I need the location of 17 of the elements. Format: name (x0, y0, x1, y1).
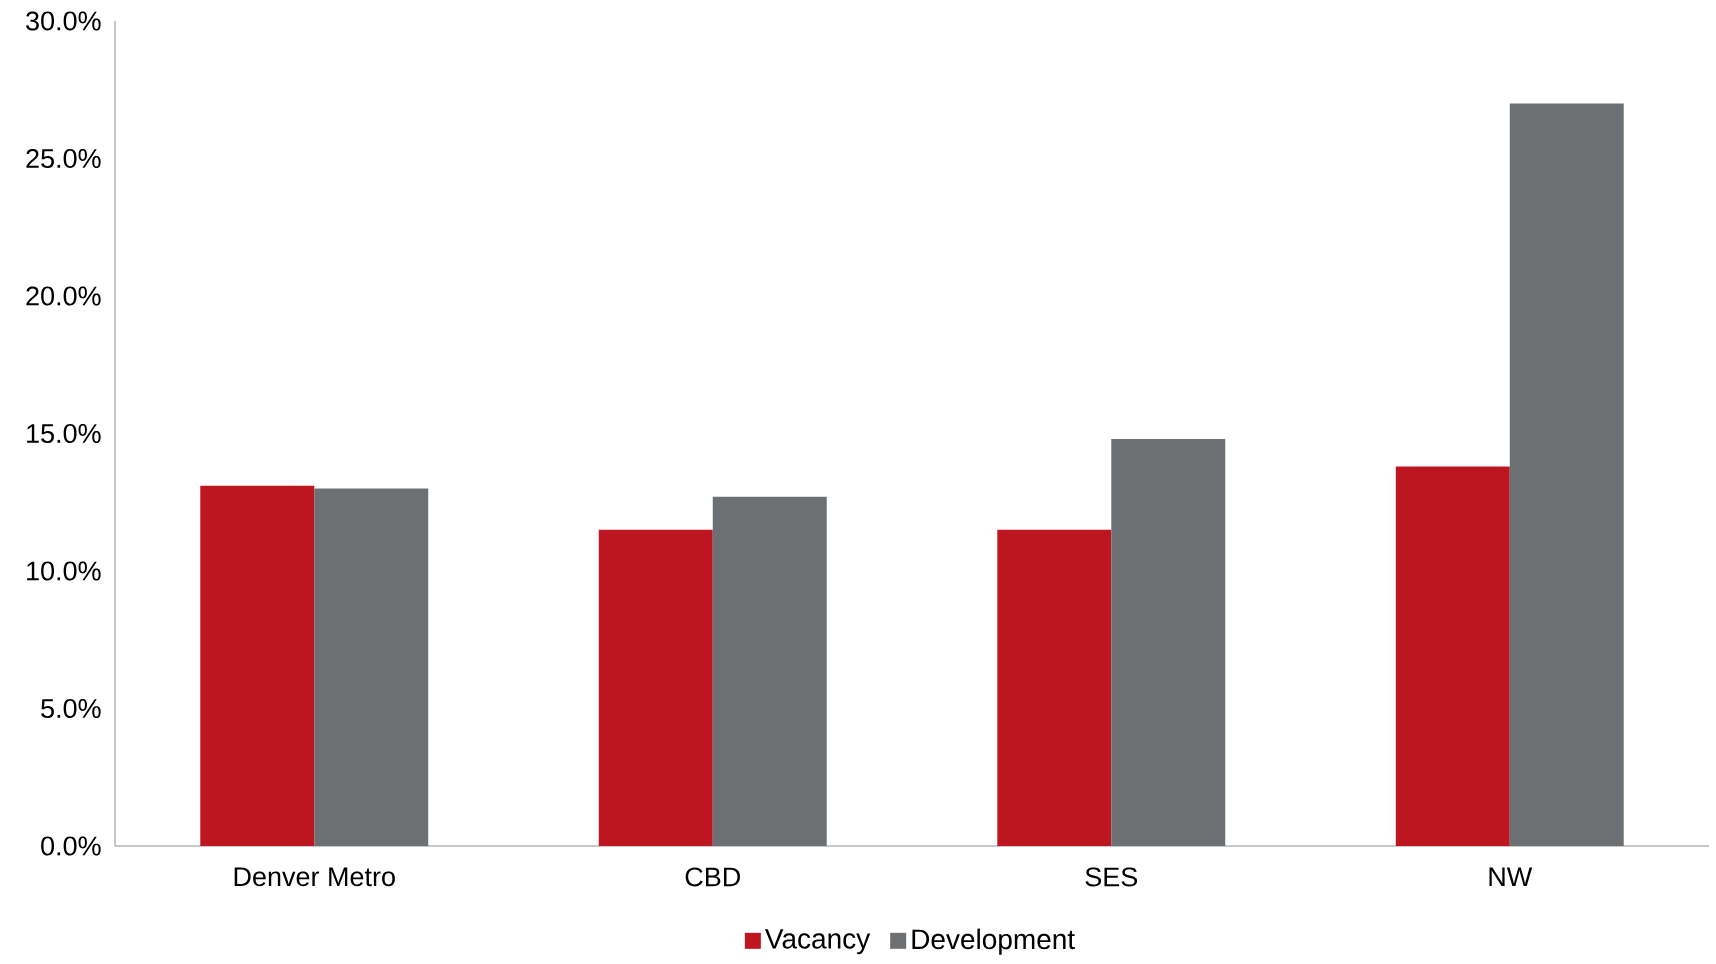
y-tick-label: 15.0% (27, 423, 101, 444)
bar (200, 485, 315, 846)
bar (598, 529, 713, 846)
x-tick-label: CBD (685, 867, 740, 887)
y-tick-label: 20.0% (26, 286, 101, 306)
x-tick-label: NW (1489, 867, 1533, 886)
y-tick-label: 0.0% (41, 836, 101, 856)
legend-label: Development (912, 928, 1075, 955)
y-tick-label: 5.0% (41, 698, 101, 719)
bar (1395, 466, 1510, 846)
legend-label: Vacancy (764, 929, 871, 955)
bar (997, 529, 1112, 846)
y-tick-label: 10.0% (27, 561, 101, 581)
x-tick-label: Denver Metro (234, 867, 395, 887)
x-tick-label: SES (1085, 867, 1138, 887)
y-tick-label: 25.0% (26, 148, 101, 169)
y-tick-label: 30.0% (26, 11, 101, 31)
